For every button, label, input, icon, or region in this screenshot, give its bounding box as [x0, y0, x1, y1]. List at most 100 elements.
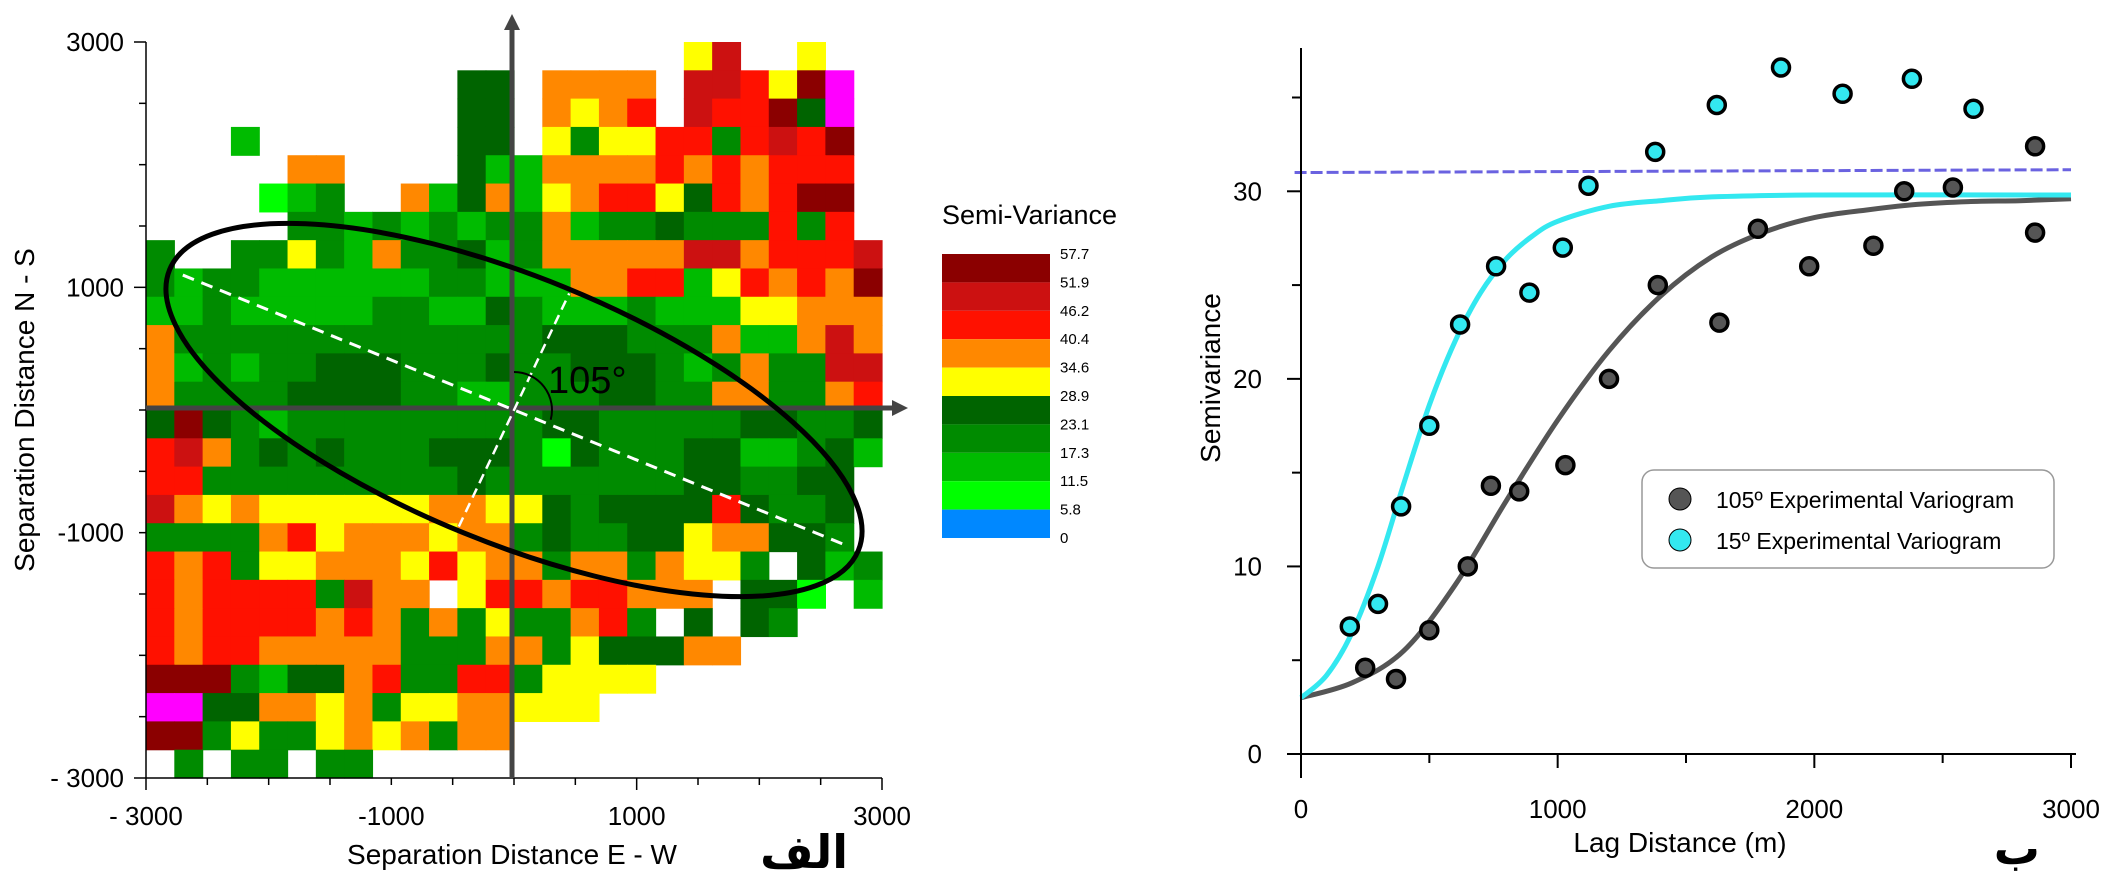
heatmap-cell	[372, 608, 402, 638]
heatmap-cell	[825, 155, 855, 185]
heatmap-cell	[768, 183, 798, 213]
plot-y-axis-label: Semivariance	[1195, 293, 1226, 463]
heatmap-cell	[514, 438, 543, 468]
heatmap-cell	[287, 636, 317, 666]
heatmap-cell	[514, 211, 543, 241]
heatmap-cell	[344, 636, 374, 666]
heatmap-cell	[287, 579, 317, 609]
heatmap-cell	[797, 42, 826, 71]
heatmap-cell	[146, 438, 175, 468]
heatmap-cell	[683, 211, 713, 241]
heatmap-cell	[230, 438, 260, 468]
heatmap-cell	[853, 551, 883, 581]
legend-swatch	[942, 424, 1050, 453]
heatmap-cell	[627, 551, 657, 581]
legend-level-label: 23.1	[1060, 416, 1089, 433]
heatmap-cell	[825, 211, 855, 241]
heatmap-cell	[514, 466, 543, 496]
heatmap-cell	[768, 325, 798, 354]
heatmap-cell	[570, 466, 600, 496]
heatmap-cell	[230, 325, 260, 354]
heatmap-cell	[570, 325, 600, 354]
heatmap-cell	[627, 70, 657, 100]
heatmap-cell	[344, 749, 374, 779]
heatmap-cell	[655, 240, 685, 270]
heatmap-cell	[598, 126, 628, 156]
heatmap-cell	[598, 608, 628, 638]
heatmap-cell	[259, 353, 289, 383]
legend-level-label: 17.3	[1060, 445, 1089, 462]
heatmap-cell	[853, 438, 883, 468]
heatmap-cell	[174, 664, 204, 694]
data-point-15	[1485, 256, 1507, 277]
heatmap-cell	[712, 410, 742, 439]
plot-x-axis-label: Lag Distance (m)	[1573, 827, 1786, 858]
heatmap-cell	[429, 636, 458, 666]
heatmap-cell	[344, 693, 374, 722]
heatmap-cell	[429, 664, 458, 694]
data-point-105	[1647, 274, 1669, 296]
heatmap-cell	[230, 608, 260, 638]
data-point-105	[1480, 475, 1502, 497]
heatmap-cell	[344, 664, 374, 694]
heatmap-cell	[457, 579, 487, 609]
data-point-15	[1644, 141, 1666, 163]
map-y-tick-label: -1000	[58, 518, 125, 548]
heatmap-cell	[825, 353, 855, 383]
heatmap-cell	[287, 494, 317, 524]
heatmap-cell	[683, 126, 713, 156]
heatmap-cell	[542, 325, 572, 354]
heatmap-cell	[627, 183, 657, 213]
angle-label: 105°	[548, 360, 627, 402]
heatmap-cell	[146, 608, 175, 638]
map-x-axis-label: Separation Distance E - W	[347, 839, 677, 870]
legend-label-15: 15º Experimental Variogram	[1716, 528, 2001, 554]
heatmap-cell	[315, 551, 345, 581]
heatmap-cell	[542, 410, 572, 439]
heatmap-cell	[542, 98, 572, 128]
heatmap-cell	[683, 551, 713, 581]
plot-y-tick-label: 10	[1233, 551, 1262, 581]
heatmap-cell	[174, 438, 204, 468]
heatmap-cell	[514, 325, 543, 354]
model-curve-105	[1300, 196, 2072, 701]
heatmap-cell	[797, 551, 826, 581]
heatmap-cell	[457, 353, 487, 383]
heatmap-cell	[570, 183, 600, 213]
heatmap-cell	[683, 183, 713, 213]
heatmap-cell	[315, 749, 345, 779]
heatmap-cell	[712, 466, 742, 496]
heatmap-cell	[287, 664, 317, 694]
heatmap-cell	[287, 268, 317, 298]
heatmap-cell	[230, 693, 260, 722]
heatmap-cell	[457, 98, 487, 128]
heatmap-cell	[655, 466, 685, 496]
ellipse-minor-axis-dashed	[457, 292, 571, 528]
heatmap-cell	[740, 410, 770, 439]
heatmap-cell	[315, 608, 345, 638]
legend-level-label: 0	[1060, 530, 1068, 547]
data-point-105	[1419, 619, 1440, 641]
heatmap-cell	[712, 42, 742, 71]
legend-swatch	[942, 509, 1050, 538]
heatmap-cell	[230, 749, 260, 779]
heatmap-cell	[514, 296, 543, 326]
heatmap-cell	[457, 296, 487, 326]
heatmap-cell	[344, 410, 374, 439]
map-x-tick-label: 3000	[853, 801, 911, 831]
heatmap-cell	[570, 494, 600, 524]
heatmap-cell	[570, 70, 600, 100]
heatmap-cell	[429, 551, 458, 581]
heatmap-cell	[712, 494, 742, 524]
heatmap-cell	[683, 98, 713, 128]
heatmap-cell	[146, 523, 175, 553]
heatmap-cell	[202, 608, 232, 638]
data-point-15	[1901, 68, 1923, 90]
heatmap-cell	[372, 296, 402, 326]
heatmap-cell	[457, 608, 487, 638]
heatmap-cell	[712, 155, 742, 185]
heatmap-cell	[202, 523, 232, 553]
sill-dashed-line	[1294, 168, 2072, 175]
heatmap-cell	[542, 523, 572, 553]
heatmap-cell	[287, 240, 317, 270]
